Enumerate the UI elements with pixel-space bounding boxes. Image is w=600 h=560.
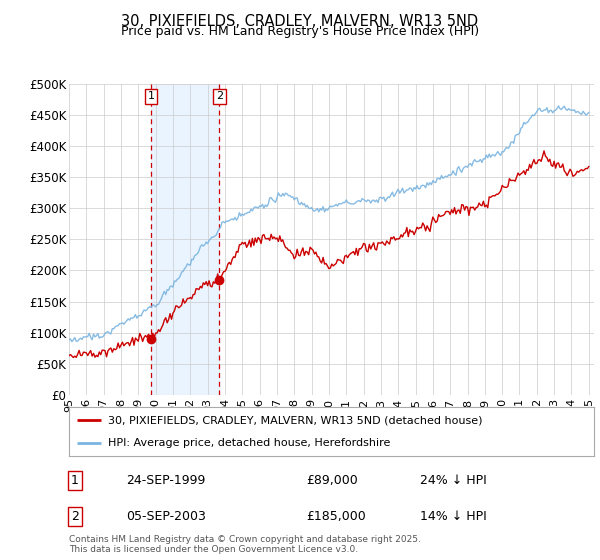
Text: 1: 1: [71, 474, 79, 487]
Text: 2: 2: [71, 510, 79, 523]
Text: Contains HM Land Registry data © Crown copyright and database right 2025.
This d: Contains HM Land Registry data © Crown c…: [69, 535, 421, 554]
Text: £185,000: £185,000: [306, 510, 366, 523]
Text: 1: 1: [148, 91, 154, 101]
Text: 30, PIXIEFIELDS, CRADLEY, MALVERN, WR13 5ND (detached house): 30, PIXIEFIELDS, CRADLEY, MALVERN, WR13 …: [109, 416, 483, 426]
Text: 05-SEP-2003: 05-SEP-2003: [126, 510, 206, 523]
Text: 30, PIXIEFIELDS, CRADLEY, MALVERN, WR13 5ND: 30, PIXIEFIELDS, CRADLEY, MALVERN, WR13 …: [121, 14, 479, 29]
Text: 24-SEP-1999: 24-SEP-1999: [126, 474, 205, 487]
Text: 24% ↓ HPI: 24% ↓ HPI: [420, 474, 487, 487]
Text: Price paid vs. HM Land Registry's House Price Index (HPI): Price paid vs. HM Land Registry's House …: [121, 25, 479, 38]
Text: 2: 2: [216, 91, 223, 101]
Text: 14% ↓ HPI: 14% ↓ HPI: [420, 510, 487, 523]
Text: £89,000: £89,000: [306, 474, 358, 487]
Bar: [151, 84, 220, 395]
Text: HPI: Average price, detached house, Herefordshire: HPI: Average price, detached house, Here…: [109, 438, 391, 448]
